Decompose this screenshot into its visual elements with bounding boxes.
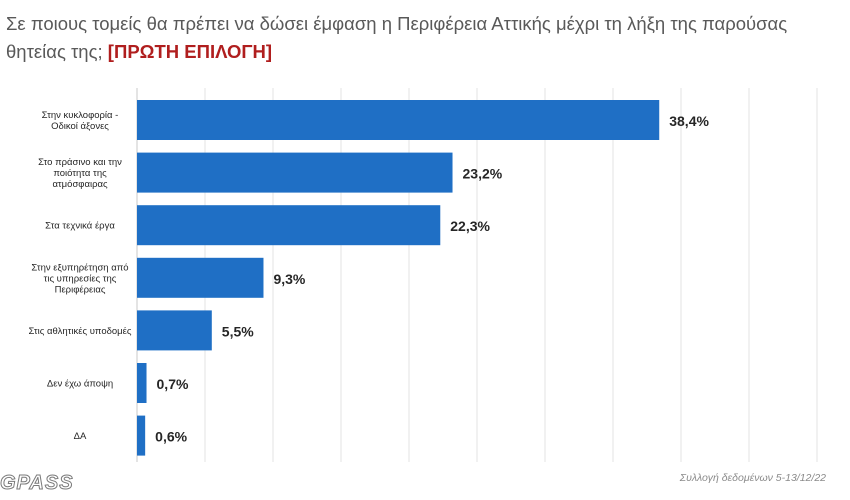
category-label: ΔΑ — [74, 431, 87, 442]
data-label: 9,3% — [273, 271, 305, 287]
data-label: 0,7% — [157, 376, 189, 392]
bar — [137, 205, 441, 246]
title-main: Σε ποιους τομείς θα πρέπει να δώσει έμφα… — [6, 13, 788, 62]
logo: GPASS — [0, 472, 74, 495]
chart-title: Σε ποιους τομείς θα πρέπει να δώσει έμφα… — [6, 10, 841, 66]
bar — [137, 152, 453, 193]
data-label: 5,5% — [222, 323, 254, 339]
title-highlight: [ΠΡΩΤΗ ΕΠΙΛΟΓΗ] — [107, 41, 273, 62]
bar — [137, 257, 264, 298]
bar — [137, 363, 147, 403]
category-label: Στις αθλητικές υποδομές — [29, 326, 132, 337]
data-label: 0,6% — [155, 429, 187, 445]
category-label: Στην κυκλοφορία -Οδικοί άξονες — [42, 110, 119, 132]
category-label: Στην εξυπηρέτηση από τις υπηρεσίες της Περ… — [31, 262, 128, 295]
bar — [137, 415, 146, 456]
bar-chart: 38,4% Στην κυκλοφορία -Οδικοί άξονες 23,2%… — [29, 88, 818, 462]
category-label: Στα τεχνικά έργα — [45, 221, 115, 232]
data-label: 22,3% — [450, 218, 490, 234]
data-label: 23,2% — [463, 166, 503, 182]
category-label: Στο πράσινο και την ποιότητα της ατμόσφαιρ… — [38, 157, 122, 190]
data-collection-note: Συλλογή δεδομένων 5-13/12/22 — [679, 472, 826, 484]
bar — [137, 100, 660, 140]
category-label: Δεν έχω άποψη — [47, 379, 113, 390]
data-label: 38,4% — [669, 113, 709, 129]
bar — [137, 310, 212, 351]
